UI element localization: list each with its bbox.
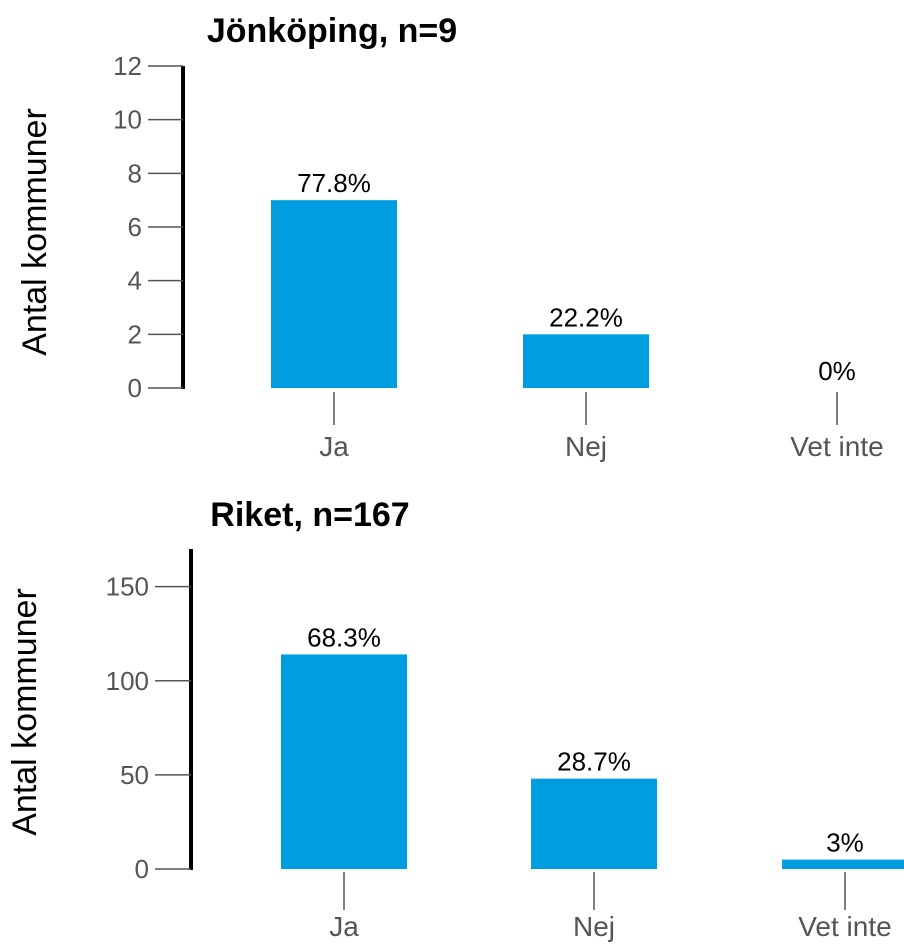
x-tick-label: Ja [329,911,359,942]
data-label: 0% [818,356,856,386]
x-tick-label: Ja [319,431,349,462]
chart-riket-svg: Riket, n=167 Antal kommuner 0 50 100 150 68.3%… [6,496,904,942]
chart-jonkoping: Jönköping, n=9 Antal kommuner 0 2 4 6 8 10 12 77.… [0,0,904,470]
data-label: 68.3% [307,622,381,652]
y-tick-label: 150 [106,572,149,602]
y-axis-label: Antal kommuner [16,108,54,356]
y-tick-label: 0 [128,373,142,403]
y-tick-label: 0 [135,854,149,884]
bar-nej [531,778,657,869]
y-tick-label: 12 [113,51,142,81]
y-tick-label: 4 [128,266,142,296]
data-label: 3% [826,828,864,858]
y-tick-label: 2 [128,319,142,349]
y-axis-label: Antal kommuner [6,588,44,836]
bar-nej [523,334,649,388]
data-label: 22.2% [549,302,623,332]
data-label: 28.7% [557,747,631,777]
bar-ja [271,200,397,388]
y-tick-label: 50 [120,760,149,790]
y-tick-label: 6 [128,212,142,242]
x-tick-label: Vet inte [790,431,883,462]
bar-ja [281,654,407,869]
y-tick-label: 8 [128,158,142,188]
chart-riket: Riket, n=167 Antal kommuner 0 50 100 150 68.3%… [0,470,904,944]
chart-title: Riket, n=167 [210,496,409,534]
y-tick-label: 10 [113,105,142,135]
x-tick-label: Nej [573,911,615,942]
data-label: 77.8% [297,168,371,198]
x-tick-label: Vet inte [798,911,891,942]
y-tick-label: 100 [106,666,149,696]
chart-title: Jönköping, n=9 [207,12,457,50]
bar-vet-inte [782,859,904,869]
chart-jonkoping-svg: Jönköping, n=9 Antal kommuner 0 2 4 6 8 10 12 77.… [16,12,884,462]
x-tick-label: Nej [565,431,607,462]
